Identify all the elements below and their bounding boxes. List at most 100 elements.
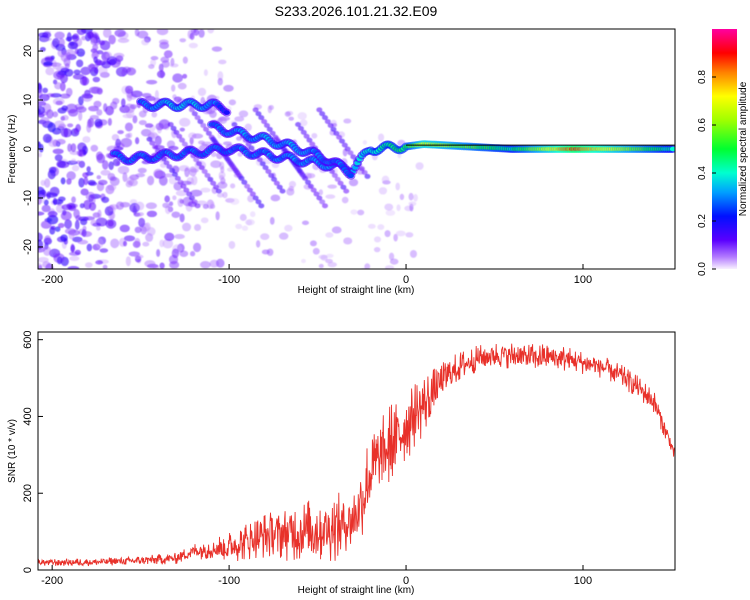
- spectrogram-blob: [38, 152, 43, 158]
- spectrogram-blob: [258, 115, 265, 121]
- spectrogram-blob: [318, 189, 323, 196]
- spectrogram-blob: [81, 92, 93, 102]
- spectrogram-blob: [38, 211, 45, 216]
- spectrogram-blob: [90, 144, 99, 152]
- spectrogram-blob: [69, 256, 80, 261]
- spectrogram-blob: [180, 183, 187, 189]
- spectrogram-blob: [61, 114, 69, 121]
- spectrogram-blob: [325, 253, 334, 258]
- spectrogram-blob: [80, 230, 93, 237]
- spectrogram-blob: [244, 183, 251, 189]
- spectrogram-blob: [134, 226, 142, 233]
- spectrogram-blob: [241, 179, 248, 185]
- spectrogram-blob: [93, 100, 102, 108]
- spectrogram-blob: [73, 209, 80, 219]
- spectrogram-blob: [384, 230, 391, 238]
- spectrogram-blob: [168, 176, 177, 185]
- spectrogram-blob: [348, 178, 359, 187]
- spectrogram-blob: [215, 211, 220, 221]
- spectrogram-blob: [72, 33, 80, 42]
- spectrogram-blob: [105, 184, 115, 195]
- spectrogram-blob: [259, 161, 266, 167]
- spectrogram-blob: [113, 52, 125, 59]
- spectrogram-blob: [246, 219, 253, 226]
- spectrogram-blob: [330, 126, 337, 132]
- spectrogram-blob: [60, 52, 69, 62]
- spectrogram-blob: [109, 176, 117, 182]
- spectrogram-blob: [138, 217, 146, 228]
- spectrogram-blob: [67, 143, 72, 152]
- spectrogram-blob: [316, 195, 323, 201]
- spectrogram-blob: [95, 260, 104, 265]
- spectrogram-blob: [179, 137, 186, 143]
- spectrogram-blob: [350, 209, 358, 215]
- spectrogram-blob: [77, 239, 89, 245]
- spectrogram-blob: [331, 172, 338, 178]
- ridge-core: [669, 146, 675, 152]
- spectrogram-blob: [189, 32, 195, 40]
- colorbar: 0.0 0.2 0.4 0.6 0.8 Normalized spectral ampl…: [697, 29, 749, 276]
- spectrogram-blob: [76, 29, 87, 36]
- spectrogram-blob: [96, 50, 104, 55]
- colorbar-tick-label: 0.2: [697, 214, 708, 228]
- spectrogram-blob: [81, 35, 87, 41]
- spectrogram-blob: [124, 85, 134, 94]
- spectrogram-blob: [49, 186, 60, 197]
- spectrogram-x-ticks: -200 -100 0 100: [41, 264, 592, 286]
- spectrogram-blob: [158, 39, 169, 45]
- spectrogram-y-tick-label: -10: [22, 190, 34, 206]
- spectrogram-blob: [121, 98, 126, 108]
- spectrogram-blob: [145, 202, 157, 210]
- spectrogram-blob: [124, 122, 133, 132]
- spectrogram-blob: [273, 180, 280, 186]
- spectrogram-blob: [200, 122, 207, 128]
- snr-y-tick-label: 0: [22, 567, 34, 573]
- spectrogram-blob: [89, 115, 99, 120]
- spectrogram-blob: [223, 141, 232, 146]
- spectrogram-blob: [38, 82, 42, 91]
- snr-x-tick-label: -200: [41, 575, 63, 587]
- spectrogram-blob: [322, 203, 329, 209]
- spectrogram-blob: [179, 38, 187, 43]
- spectrogram-blob: [169, 63, 179, 68]
- chart-title: S233.2026.101.21.32.E09: [275, 3, 438, 19]
- spectrogram-blob: [389, 258, 399, 265]
- spectrogram-blob: [181, 141, 188, 147]
- spectrogram-blob: [38, 194, 45, 204]
- spectrogram-blob: [296, 168, 303, 174]
- spectrogram-blob: [322, 115, 329, 121]
- colorbar-label: Normalized spectral amplitude: [738, 81, 749, 216]
- spectrogram-blob: [197, 87, 207, 97]
- spectrogram-blob: [341, 196, 349, 204]
- spectrogram-blob: [119, 201, 131, 208]
- spectrogram-blob: [224, 156, 231, 162]
- spectrogram-blob: [80, 66, 91, 76]
- spectrogram-blob: [319, 199, 326, 205]
- spectrogram-y-tick-label: 0: [22, 146, 34, 152]
- spectrogram-blob: [318, 254, 328, 260]
- spectrogram-blob: [40, 179, 46, 186]
- snr-y-tick-label: 600: [22, 330, 34, 348]
- spectrogram-blob: [102, 29, 112, 38]
- spectrogram-blob: [211, 46, 223, 52]
- spectrogram-blob: [217, 77, 223, 86]
- spectrogram-blob: [115, 138, 121, 148]
- spectrogram-blob: [338, 138, 345, 144]
- colorbar-tick-label: 0.8: [697, 70, 708, 84]
- spectrogram-blob: [85, 262, 93, 268]
- spectrogram-blob: [122, 113, 134, 119]
- spectrogram-blob: [306, 137, 313, 143]
- spectrogram-blob: [198, 165, 205, 171]
- spectrogram-blob: [200, 217, 209, 224]
- spectrogram-blob: [362, 140, 368, 145]
- spectrogram-blob: [123, 235, 136, 242]
- spectrogram-blob: [207, 176, 214, 182]
- spectrogram-blob: [46, 214, 59, 225]
- spectrogram-x-tick-label: 100: [574, 274, 592, 286]
- spectrogram-blob: [177, 179, 184, 185]
- colorbar-ticks: 0.0 0.2 0.4 0.6 0.8: [697, 70, 716, 276]
- spectrogram-blob: [269, 130, 276, 136]
- spectrogram-blob: [179, 127, 185, 132]
- spectrogram-blob: [54, 154, 63, 162]
- spectrogram-blob: [172, 73, 184, 83]
